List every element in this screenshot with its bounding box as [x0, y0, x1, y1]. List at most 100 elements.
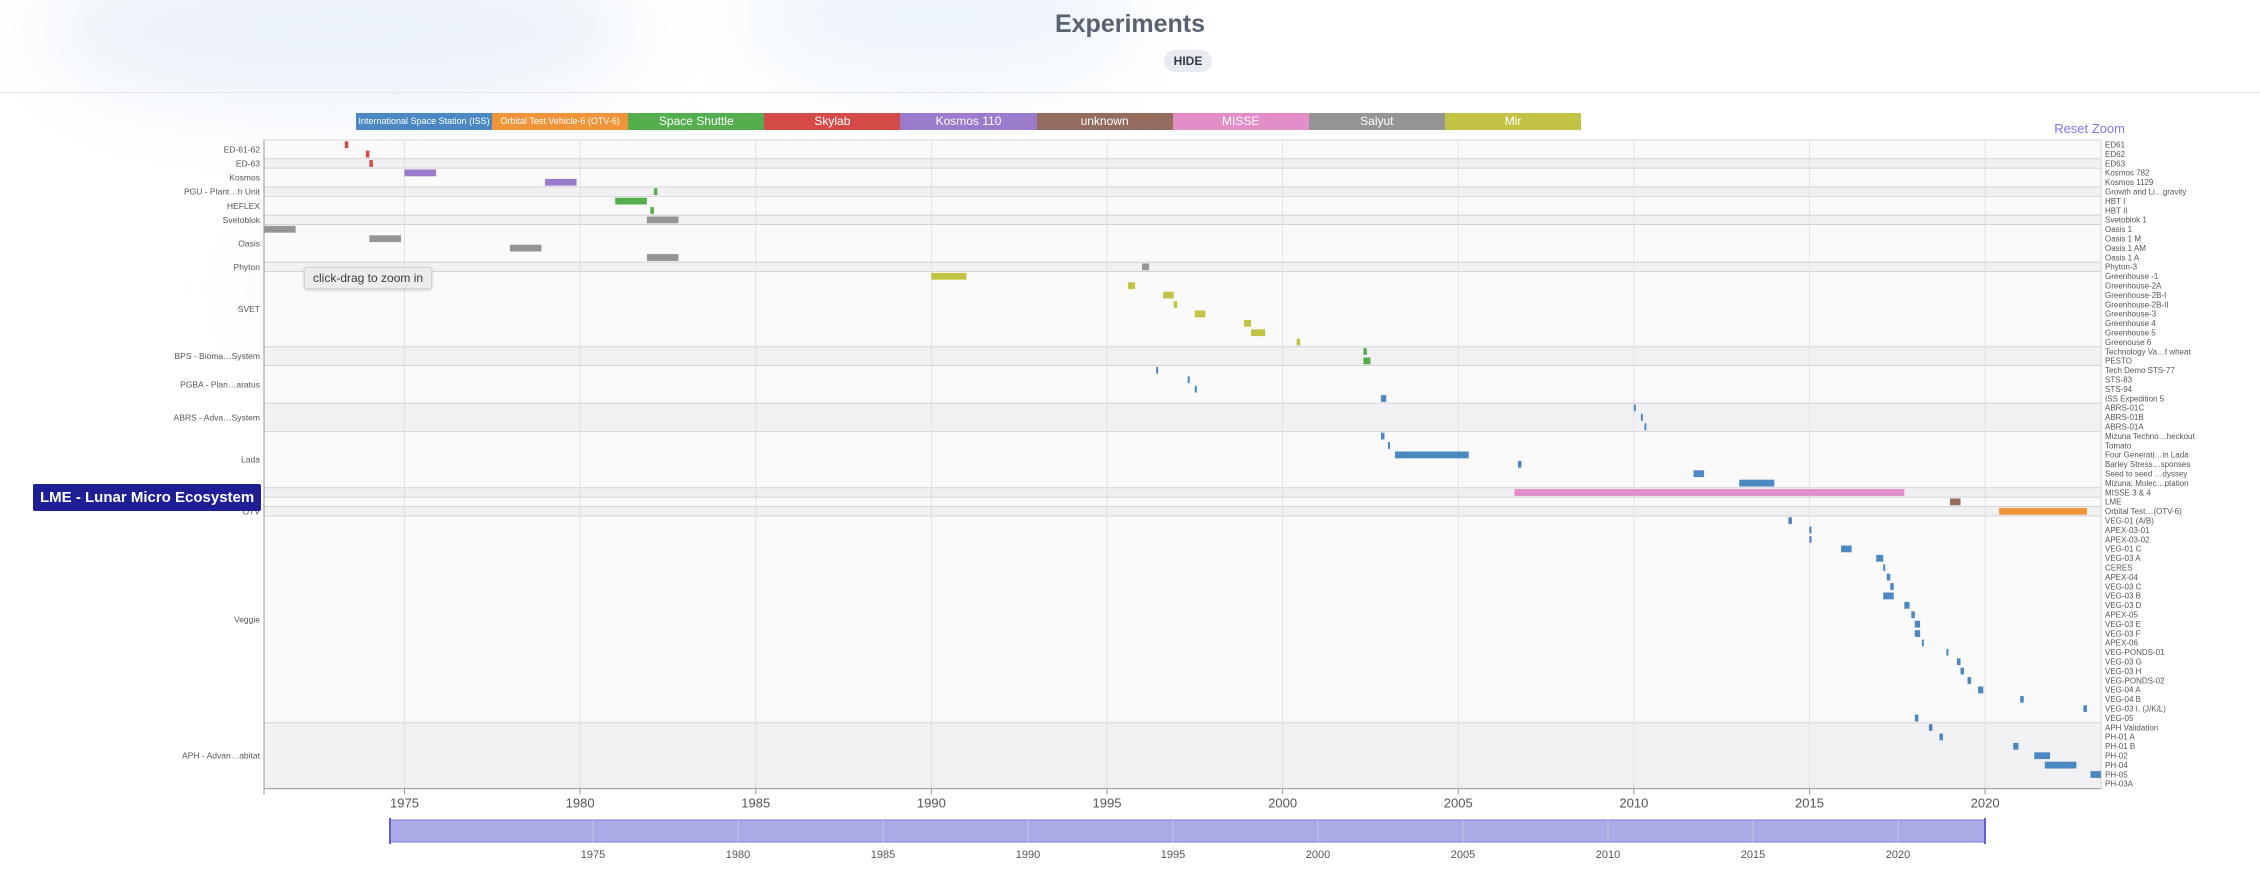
- experiment-bar: [1644, 423, 1647, 431]
- row-label: VEG-01 C: [2105, 545, 2142, 554]
- navigator-tick-label: 2000: [1306, 849, 1330, 861]
- row-label: Greenouse 6: [2105, 338, 2152, 347]
- row-label: PH-03A: [2105, 780, 2134, 789]
- experiment-bar: [369, 235, 401, 243]
- navigator-tick-label: 2020: [1886, 849, 1910, 861]
- experiment-bar: [1633, 404, 1636, 412]
- row-label: Tech Demo STS-77: [2105, 366, 2175, 375]
- legend-item-skylab[interactable]: Skylab: [764, 113, 901, 130]
- x-tick-label: 2005: [1444, 796, 1473, 811]
- experiment-bar: [404, 169, 437, 177]
- experiment-bar: [1904, 601, 1910, 609]
- row-label: VEG-03 A: [2105, 554, 2141, 563]
- group-label: Lada: [241, 455, 260, 465]
- row-label: PESTO: [2105, 357, 2132, 366]
- legend-item-otv[interactable]: Orbital Test Vehicle-6 (OTV-6): [492, 113, 629, 130]
- group-band: [263, 346, 2102, 366]
- row-label: MISSE 3 & 4: [2105, 488, 2151, 497]
- experiment-bar: [264, 225, 296, 233]
- experiment-bar: [1876, 554, 1884, 562]
- row-label: VEG-03 D: [2105, 601, 2142, 610]
- experiment-bar: [1914, 630, 1921, 637]
- row-label: Oasis 1: [2105, 225, 2133, 234]
- group-label: Phyton: [234, 262, 261, 272]
- row-label: VEG-03 E: [2105, 620, 2141, 629]
- row-label: Growth and Li…gravity: [2105, 188, 2186, 197]
- row-label: VEG-05: [2105, 714, 2134, 723]
- row-label: VEG-01 (A/B): [2105, 517, 2154, 526]
- row-label: VEG-03 G: [2105, 658, 2142, 667]
- legend-item-unknown[interactable]: unknown: [1036, 113, 1173, 130]
- navigator-selection: [389, 819, 1986, 843]
- group-band: [263, 261, 2102, 273]
- group-band: [263, 365, 2102, 404]
- experiment-bar: [1142, 263, 1150, 271]
- group-band: [263, 195, 2102, 216]
- row-label: HBT II: [2105, 206, 2128, 215]
- group-band: [263, 430, 2102, 489]
- experiment-bar: [1363, 357, 1371, 365]
- experiment-bar: [1173, 301, 1178, 308]
- group-label: ED-61-62: [224, 144, 261, 154]
- x-tick-label: 2010: [1619, 796, 1648, 811]
- experiment-bar: [1883, 592, 1894, 600]
- x-tick-label: 1995: [1093, 796, 1122, 811]
- legend-item-misse[interactable]: MISSE: [1172, 113, 1309, 130]
- group-band: [263, 506, 2102, 517]
- row-label: Greenhouse 5: [2105, 329, 2156, 338]
- group-band: [263, 496, 2102, 508]
- experiment-bar: [1788, 517, 1792, 525]
- legend-item-iss[interactable]: International Space Station (ISS): [356, 113, 493, 130]
- row-label: STS-94: [2105, 385, 2133, 394]
- navigator-tick-label: 1995: [1161, 849, 1185, 861]
- row-label: Oasis 1 AM: [2105, 244, 2146, 253]
- row-label: APEX-03-02: [2105, 535, 2150, 544]
- row-label: Greenhouse-3: [2105, 310, 2157, 319]
- row-label: PH-05: [2105, 770, 2128, 779]
- row-label: VEG-03 F: [2105, 629, 2141, 638]
- row-label: VEG-PONDS-02: [2105, 676, 2165, 685]
- legend-item-shuttle[interactable]: Space Shuttle: [628, 113, 765, 130]
- experiment-bar: [1640, 413, 1643, 421]
- row-label: Greenhouse-2A: [2105, 282, 2162, 291]
- group-label: SVET: [238, 304, 260, 314]
- legend-item-salyut[interactable]: Salyut: [1308, 113, 1445, 130]
- row-label: STS-83: [2105, 376, 2133, 385]
- hide-button[interactable]: HIDE: [1164, 50, 1212, 72]
- group-label: HEFLEX: [227, 201, 260, 211]
- experiment-bar: [1296, 338, 1301, 346]
- experiment-bar: [1128, 282, 1136, 290]
- x-tick-label: 1990: [917, 796, 946, 811]
- experiment-bar: [1387, 442, 1390, 449]
- experiment-bar: [1380, 432, 1385, 440]
- experiment-bar: [615, 197, 647, 205]
- experiment-bar: [1809, 526, 1812, 534]
- row-label: Four Generati…in Lada: [2105, 451, 2189, 460]
- experiment-bar: [1194, 310, 1206, 318]
- row-label: VEG-03 I, (J/K/L): [2105, 705, 2166, 714]
- experiment-bar: [1928, 724, 1933, 731]
- group-label: PGU - Plant…h Unit: [184, 187, 261, 197]
- experiment-bar: [1883, 564, 1886, 572]
- experiment-bar: [1363, 348, 1367, 355]
- legend-item-kosmos[interactable]: Kosmos 110: [900, 113, 1037, 130]
- highlighted-group-label: LME - Lunar Micro Ecosystem: [33, 484, 262, 511]
- row-label: Mizuna: Molec…ptation: [2105, 479, 2189, 488]
- row-label: CERES: [2105, 564, 2133, 573]
- group-label: Kosmos: [229, 173, 260, 183]
- reset-zoom-button[interactable]: Reset Zoom: [2054, 121, 2125, 136]
- experiment-bar: [1739, 479, 1775, 487]
- experiment-bar: [2083, 705, 2087, 713]
- row-label: Technology Va…f wheat: [2105, 347, 2191, 356]
- experiment-bar: [1243, 319, 1251, 327]
- experiment-bar: [1921, 639, 1924, 647]
- navigator-tick-label: 1980: [726, 849, 750, 861]
- experiment-bar: [1914, 620, 1921, 628]
- experiment-bar: [650, 207, 654, 214]
- legend-item-mir[interactable]: Mir: [1444, 113, 1581, 130]
- group-label: PGBA - Plan…aratus: [180, 379, 260, 389]
- experiment-bar: [1380, 395, 1387, 402]
- navigator-tick-label: 1985: [871, 849, 895, 861]
- navigator-tick-label: 2005: [1451, 849, 1475, 861]
